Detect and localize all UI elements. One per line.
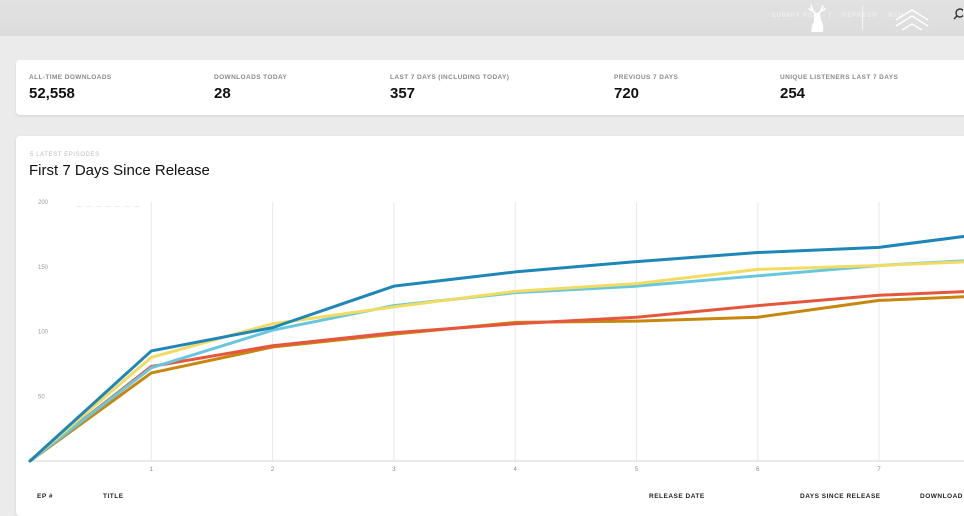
stat-value: 52,558 (29, 85, 75, 102)
series-line (28, 259, 964, 463)
top-bar: SUBMIT RSS | REFRESH RSH (0, 0, 964, 36)
chart-eyebrow: 5 LATEST EPISODES (30, 152, 100, 158)
series-line (28, 234, 964, 463)
stat-label: DOWNLOADS TODAY (214, 74, 288, 81)
search-icon[interactable] (952, 7, 963, 20)
x-tick-label: 4 (514, 467, 518, 473)
stats-card: ALL-TIME DOWNLOADS 52,558 DOWNLOADS TODA… (16, 60, 964, 115)
series-line (28, 290, 964, 463)
chart-card: 5 LATEST EPISODES First 7 Days Since Rel… (16, 136, 964, 516)
table-header-downloads[interactable]: DOWNLOAD (920, 493, 963, 500)
deer-head-icon[interactable] (800, 3, 834, 35)
stat-value: 357 (390, 85, 416, 102)
x-tick-label: 1 (150, 467, 154, 473)
stat-label: LAST 7 DAYS (INCLUDING TODAY) (390, 74, 510, 81)
y-tick-label: 150 (38, 265, 49, 271)
y-tick-label: 100 (38, 330, 49, 336)
header-link-submit[interactable]: SUBMIT RSS (771, 13, 819, 19)
chart-title: First 7 Days Since Release (29, 162, 210, 179)
stat-label: UNIQUE LISTENERS LAST 7 DAYS (780, 74, 899, 81)
x-tick-label: 2 (271, 467, 275, 473)
stat-value: 720 (614, 85, 640, 102)
header-link-refresh[interactable]: REFRESH (841, 13, 878, 19)
table-header-days-since-release[interactable]: DAYS SINCE RELEASE (800, 493, 881, 500)
header-link-separator: | (828, 13, 832, 19)
chart-faded-legend: — — — — — — — (76, 204, 142, 210)
series-line (28, 295, 964, 463)
stat-value: 28 (214, 85, 231, 102)
y-tick-label: 200 (38, 200, 49, 206)
table-header-release-date[interactable]: RELEASE DATE (649, 493, 705, 500)
header-link-rsh[interactable]: RSH (888, 13, 904, 19)
stat-label: ALL-TIME DOWNLOADS (29, 74, 112, 81)
stat-label: PREVIOUS 7 DAYS (614, 74, 679, 81)
x-tick-label: 3 (392, 467, 396, 473)
header-links: SUBMIT RSS | REFRESH RSH (764, 13, 904, 19)
table-header-title[interactable]: TITLE (103, 493, 124, 500)
x-tick-label: 6 (756, 467, 760, 473)
stat-value: 254 (780, 85, 806, 102)
x-tick-label: 7 (877, 467, 881, 473)
chevron-badge-icon[interactable] (892, 8, 932, 32)
series-line (28, 260, 964, 463)
line-chart: 50 100 150 200 1 2 3 4 5 6 7 (28, 200, 964, 473)
y-tick-label: 50 (38, 394, 45, 400)
header-divider (862, 6, 863, 30)
x-tick-label: 5 (635, 467, 639, 473)
table-header-ep[interactable]: EP # (37, 493, 53, 500)
